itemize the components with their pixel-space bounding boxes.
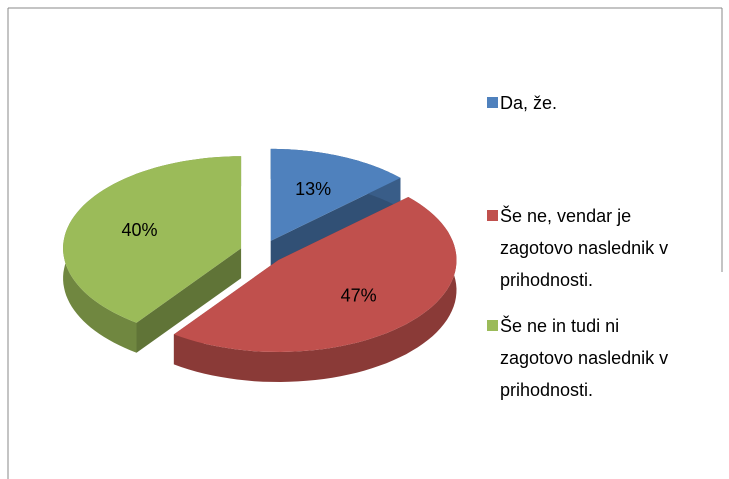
slice-group [270, 148, 401, 271]
legend-swatch [487, 210, 498, 221]
slice [63, 156, 242, 323]
slice-wall [136, 248, 242, 353]
legend-item: Še ne in tudi ni zagotovo naslednik v pr… [487, 310, 687, 406]
data-label: 13% [295, 179, 331, 199]
slice-side [173, 197, 457, 382]
data-label: 40% [121, 220, 157, 240]
legend-swatch [487, 320, 498, 331]
slice-group [173, 197, 457, 382]
slice-wall [270, 177, 401, 271]
legend-label: Še ne in tudi ni zagotovo naslednik v pr… [500, 316, 669, 400]
slice [270, 148, 401, 241]
legend-label: Da, že. [500, 93, 558, 113]
slice [173, 197, 457, 352]
data-label: 47% [341, 285, 377, 305]
legend-label: Še ne, vendar je zagotovo naslednik v pr… [500, 206, 669, 290]
legend-item: Da, že. [487, 87, 687, 119]
legend-item: Še ne, vendar je zagotovo naslednik v pr… [487, 200, 687, 296]
legend-swatch [487, 97, 498, 108]
slice-group [63, 156, 242, 353]
